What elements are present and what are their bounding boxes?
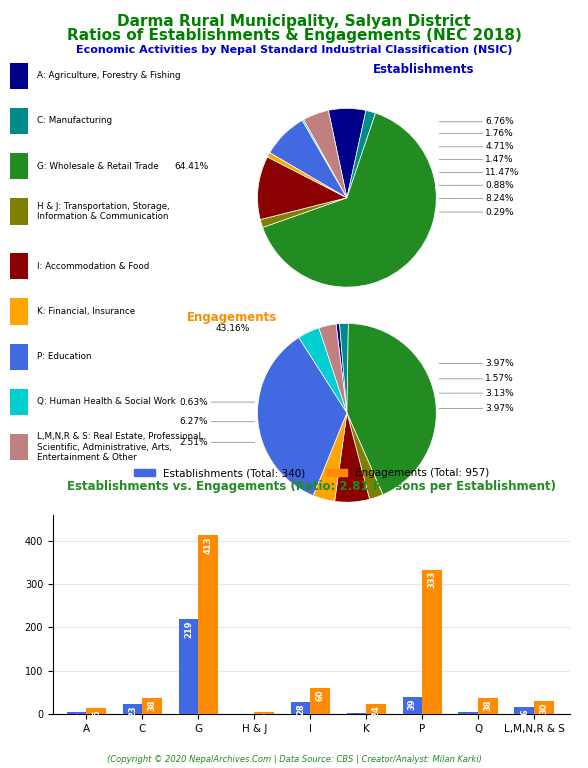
Wedge shape	[339, 323, 348, 413]
Text: 2.51%: 2.51%	[180, 438, 208, 447]
Text: L,M,N,R & S: Real Estate, Professional,
Scientific, Administrative, Arts,
Entert: L,M,N,R & S: Real Estate, Professional, …	[37, 432, 204, 462]
Text: 0.88%: 0.88%	[486, 180, 514, 190]
Text: Ratios of Establishments & Engagements (NEC 2018): Ratios of Establishments & Engagements (…	[66, 28, 522, 44]
Bar	[346, 713, 366, 714]
Wedge shape	[270, 121, 347, 198]
Text: 8.24%: 8.24%	[486, 194, 514, 204]
FancyBboxPatch shape	[11, 63, 28, 89]
Text: G: Wholesale & Retail Trade: G: Wholesale & Retail Trade	[37, 162, 159, 170]
FancyBboxPatch shape	[11, 434, 28, 460]
Text: 413: 413	[203, 536, 213, 554]
Wedge shape	[258, 157, 347, 220]
Bar	[422, 570, 442, 714]
Text: H & J: Transportation, Storage,
Information & Communication: H & J: Transportation, Storage, Informat…	[37, 202, 170, 221]
Text: 30: 30	[539, 703, 548, 714]
Text: I: Accommodation & Food: I: Accommodation & Food	[37, 262, 149, 270]
Text: 16: 16	[520, 709, 529, 720]
Bar	[514, 707, 534, 714]
Text: 28: 28	[296, 703, 305, 715]
Text: 15: 15	[92, 709, 101, 721]
Text: 1.47%: 1.47%	[486, 155, 514, 164]
Text: 38: 38	[483, 699, 492, 710]
Text: 4.71%: 4.71%	[486, 142, 514, 151]
Wedge shape	[260, 198, 347, 227]
Bar	[67, 712, 86, 714]
Text: 23: 23	[128, 706, 137, 717]
Wedge shape	[258, 337, 347, 495]
Wedge shape	[299, 328, 347, 413]
Bar	[534, 701, 553, 714]
Text: Darma Rural Municipality, Salyan District: Darma Rural Municipality, Salyan Distric…	[117, 14, 471, 29]
Text: 60: 60	[316, 690, 325, 701]
Bar	[179, 619, 198, 714]
FancyBboxPatch shape	[11, 298, 28, 325]
Bar	[290, 702, 310, 714]
Text: Economic Activities by Nepal Standard Industrial Classification (NSIC): Economic Activities by Nepal Standard In…	[76, 45, 512, 55]
Text: Establishments: Establishments	[373, 63, 474, 76]
Text: 6: 6	[259, 713, 269, 719]
Text: 6.27%: 6.27%	[180, 417, 208, 426]
Text: 6.76%: 6.76%	[486, 118, 514, 126]
Text: 3: 3	[352, 714, 361, 720]
Bar	[310, 688, 330, 714]
Text: 1.57%: 1.57%	[486, 374, 514, 383]
FancyBboxPatch shape	[11, 253, 28, 280]
Bar	[254, 712, 274, 714]
Text: C: Manufacturing: C: Manufacturing	[37, 117, 112, 125]
Bar	[198, 535, 218, 714]
Text: Q: Human Health & Social Work: Q: Human Health & Social Work	[37, 397, 176, 406]
FancyBboxPatch shape	[11, 343, 28, 369]
Bar	[478, 698, 497, 714]
Text: Engagements: Engagements	[187, 311, 278, 324]
Bar	[86, 708, 106, 714]
Text: 0.63%: 0.63%	[180, 398, 208, 406]
Text: 38: 38	[148, 699, 157, 710]
Text: 11.47%: 11.47%	[486, 168, 520, 177]
Text: 3.13%: 3.13%	[486, 389, 514, 398]
FancyBboxPatch shape	[11, 153, 28, 179]
Legend: Establishments (Total: 340), Engagements (Total: 957): Establishments (Total: 340), Engagements…	[129, 464, 494, 482]
Text: 0.29%: 0.29%	[486, 207, 514, 217]
Text: 43.16%: 43.16%	[215, 324, 249, 333]
Text: 3.97%: 3.97%	[486, 359, 514, 368]
Title: Establishments vs. Engagements (Ratio: 2.81 Persons per Establishment): Establishments vs. Engagements (Ratio: 2…	[67, 479, 556, 492]
Text: 219: 219	[184, 621, 193, 638]
Wedge shape	[347, 323, 436, 495]
Wedge shape	[347, 111, 376, 198]
Bar	[123, 704, 142, 714]
Wedge shape	[268, 153, 347, 198]
Text: 5: 5	[464, 713, 473, 720]
Text: P: Education: P: Education	[37, 353, 92, 361]
Text: (Copyright © 2020 NepalArchives.Com | Data Source: CBS | Creator/Analyst: Milan : (Copyright © 2020 NepalArchives.Com | Da…	[106, 755, 482, 764]
FancyBboxPatch shape	[11, 108, 28, 134]
Bar	[403, 697, 422, 714]
Wedge shape	[313, 413, 347, 502]
Bar	[142, 698, 162, 714]
Text: A: Agriculture, Forestry & Fishing: A: Agriculture, Forestry & Fishing	[37, 71, 181, 80]
FancyBboxPatch shape	[11, 389, 28, 415]
Wedge shape	[302, 120, 347, 198]
Wedge shape	[263, 113, 436, 287]
Text: K: Financial, Insurance: K: Financial, Insurance	[37, 307, 135, 316]
Bar	[366, 703, 386, 714]
Text: 1.76%: 1.76%	[486, 129, 514, 138]
Wedge shape	[328, 108, 366, 198]
Bar	[459, 712, 478, 714]
Wedge shape	[319, 324, 347, 413]
Text: 39: 39	[408, 699, 417, 710]
Text: 3.97%: 3.97%	[486, 404, 514, 413]
Wedge shape	[335, 413, 370, 502]
FancyBboxPatch shape	[11, 198, 28, 224]
Wedge shape	[336, 324, 347, 413]
Text: 64.41%: 64.41%	[174, 162, 208, 171]
Wedge shape	[303, 111, 347, 198]
Text: 24: 24	[372, 705, 380, 717]
Text: 6: 6	[72, 713, 81, 719]
Text: 1: 1	[240, 715, 249, 721]
Wedge shape	[347, 413, 383, 499]
Text: 333: 333	[427, 571, 436, 588]
Text: 34.80%: 34.80%	[330, 518, 364, 528]
